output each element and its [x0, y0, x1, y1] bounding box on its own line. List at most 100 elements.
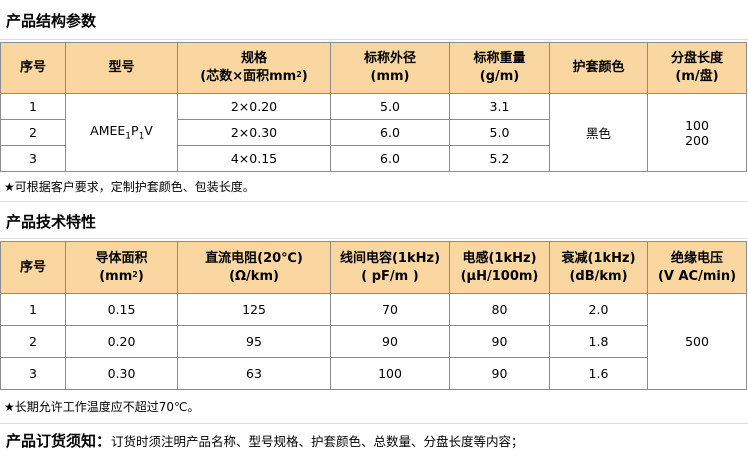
length-value-1: 100: [685, 117, 709, 133]
header-outer-diameter: 标称外径 (mm): [330, 42, 450, 94]
cell-area: 0.20: [65, 325, 178, 358]
table-row: 2 2×0.30 6.0 5.0: [0, 119, 747, 146]
cell-spec: 4×0.15: [177, 145, 331, 172]
header-spec-close: ): [301, 69, 308, 84]
header-volt-line1: 绝缘电压: [670, 250, 723, 266]
cell-cap: 70: [330, 293, 450, 326]
header-seq: 序号: [0, 42, 66, 94]
header-capacitance: 线间电容(1kHz) ( pF/m ): [330, 241, 450, 294]
header-dcr-line2: (Ω/km): [229, 268, 279, 284]
header-weight-line1: 标称重量: [473, 51, 526, 66]
cell-area: 0.30: [65, 357, 178, 390]
table-row: 1 AMEE1P1V 2×0.20 5.0 3.1 黑色 100 200: [0, 93, 747, 172]
cell-att: 2.0: [549, 293, 648, 326]
cell-length: 100 200: [647, 93, 747, 172]
table-header-row: 序号 导体面积 (mm2) 直流电阻(20℃) (Ω/km) 线间电容(1kHz…: [0, 241, 747, 294]
structure-table: 序号 型号 规格 (芯数×面积mm2) 标称外径 (mm) 标称重量 (g/m)…: [0, 42, 747, 172]
cell-jacket-color: 黑色: [549, 93, 648, 172]
cell-spec: 2×0.20: [177, 93, 331, 120]
cell-cap: 90: [330, 325, 450, 358]
cell-seq: 1: [0, 293, 66, 326]
cell-seq: 2: [0, 119, 66, 146]
header-ind-line1: 电感(1kHz): [462, 250, 537, 266]
cell-od: 6.0: [330, 145, 450, 172]
cell-dcr: 95: [177, 325, 331, 358]
table-row: 3 0.30 63 100 90 1.6: [0, 357, 747, 390]
model-mid: P: [131, 123, 139, 139]
tech-table: 序号 导体面积 (mm2) 直流电阻(20℃) (Ω/km) 线间电容(1kHz…: [0, 241, 747, 390]
cell-weight: 5.0: [449, 119, 550, 146]
order-text: 订货时须注明产品名称、型号规格、护套颜色、总数量、分盘长度等内容；: [111, 434, 524, 449]
header-spec-line2: (芯数×面积mm2): [178, 68, 330, 86]
header-area-line2: (mm2): [66, 268, 177, 286]
section-title-tech: 产品技术特性: [6, 213, 97, 231]
header-att-line2: (dB/km): [569, 268, 628, 284]
length-value-2: 200: [685, 132, 709, 148]
header-cap-line1: 线间电容(1kHz): [339, 250, 441, 266]
cell-weight: 3.1: [449, 93, 550, 120]
header-seq: 序号: [0, 241, 66, 294]
model-sub1: 1: [125, 131, 132, 142]
cell-seq: 1: [0, 93, 66, 120]
header-att-line1: 衰减(1kHz): [561, 250, 636, 266]
cell-area: 0.15: [65, 293, 178, 326]
sheet-gridline: [0, 201, 748, 202]
header-volt-line2: (V AC/min): [657, 268, 737, 284]
cell-cap: 100: [330, 357, 450, 390]
cell-od: 6.0: [330, 119, 450, 146]
cell-seq: 3: [0, 145, 66, 172]
cell-dcr: 63: [177, 357, 331, 390]
header-area-text: (mm: [99, 268, 133, 284]
header-weight-line2: (g/m): [479, 69, 520, 84]
header-voltage: 绝缘电压 (V AC/min): [647, 241, 747, 294]
header-area: 导体面积 (mm2): [65, 241, 178, 294]
cell-ind: 90: [449, 325, 550, 358]
header-dc-resistance: 直流电阻(20℃) (Ω/km): [177, 241, 331, 294]
cell-model: AMEE1P1V: [65, 93, 178, 172]
header-ind-line2: (μH/100m): [460, 268, 539, 284]
table-row: 2 0.20 95 90 90 1.8: [0, 325, 747, 358]
cell-spec: 2×0.30: [177, 119, 331, 146]
header-spec-sup: 2: [296, 70, 302, 79]
cell-seq: 2: [0, 325, 66, 358]
cell-att: 1.6: [549, 357, 648, 390]
header-length: 分盘长度 (m/盘): [647, 42, 747, 94]
header-cap-line2: ( pF/m ): [361, 268, 419, 284]
header-spec-line1: 规格: [240, 51, 267, 66]
table-row: 1 0.15 125 70 80 2.0 500: [0, 293, 747, 390]
table-header-row: 序号 型号 规格 (芯数×面积mm2) 标称外径 (mm) 标称重量 (g/m)…: [0, 42, 747, 94]
header-jacket-color: 护套颜色: [549, 42, 648, 94]
header-dcr-line1: 直流电阻(20℃): [205, 250, 303, 266]
header-inductance: 电感(1kHz) (μH/100m): [449, 241, 550, 294]
tech-note: ★长期允许工作温度应不超过70℃。: [4, 400, 200, 414]
header-spec-text: (芯数×面积mm: [200, 69, 297, 84]
header-spec: 规格 (芯数×面积mm2): [177, 42, 331, 94]
header-od-line1: 标称外径: [363, 51, 416, 66]
header-area-close: ): [137, 268, 144, 284]
header-length-line1: 分盘长度: [670, 51, 723, 66]
cell-voltage: 500: [647, 293, 747, 390]
cell-ind: 80: [449, 293, 550, 326]
header-area-line1: 导体面积: [95, 250, 148, 266]
header-od-line2: (mm): [370, 69, 410, 84]
order-label: 产品订货须知：: [6, 432, 112, 450]
table-row: 3 4×0.15 6.0 5.2: [0, 145, 747, 172]
cell-att: 1.8: [549, 325, 648, 358]
header-weight: 标称重量 (g/m): [449, 42, 550, 94]
section-title-structure: 产品结构参数: [6, 12, 97, 30]
header-model: 型号: [65, 42, 178, 94]
model-sub2: 1: [138, 131, 145, 142]
sheet-gridline: [0, 39, 748, 40]
order-instructions: 产品订货须知：订货时须注明产品名称、型号规格、护套颜色、总数量、分盘长度等内容；: [6, 430, 524, 451]
model-end: V: [144, 123, 153, 139]
cell-od: 5.0: [330, 93, 450, 120]
header-area-sup: 2: [132, 269, 138, 279]
sheet-gridline: [0, 423, 748, 424]
sheet-gridline: [0, 238, 748, 239]
structure-note: ★可根据客户要求，定制护套颜色、包装长度。: [4, 180, 255, 194]
cell-weight: 5.2: [449, 145, 550, 172]
model-base: AMEE: [90, 123, 126, 139]
header-length-line2: (m/盘): [675, 69, 719, 84]
cell-dcr: 125: [177, 293, 331, 326]
cell-ind: 90: [449, 357, 550, 390]
